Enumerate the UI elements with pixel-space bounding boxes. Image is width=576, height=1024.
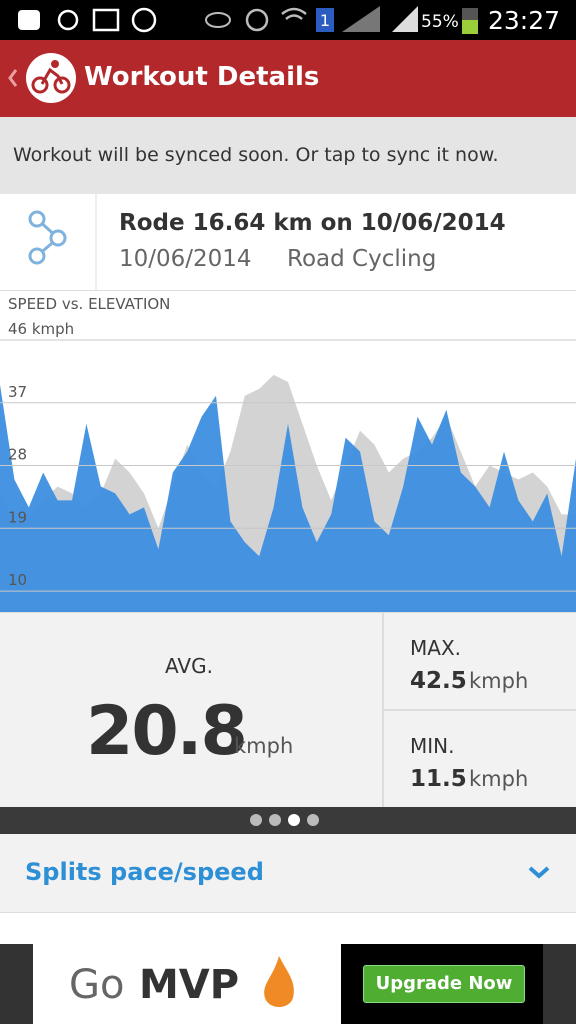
sync-banner[interactable]: Workout will be synced soon. Or tap to s… [0, 117, 576, 194]
route-node [28, 247, 46, 265]
y-tick-label: 28 [8, 446, 27, 464]
workout-summary: Rode 16.64 km on 10/06/2014 10/06/2014 R… [0, 194, 576, 291]
workout-date: 10/06/2014 [119, 246, 252, 272]
avg-label: AVG. [165, 654, 213, 678]
page-title: Workout Details [84, 62, 320, 92]
icon [18, 10, 40, 30]
icon-body [40, 67, 64, 85]
route-node [28, 210, 46, 228]
page-dot[interactable] [269, 814, 281, 826]
chart-title: SPEED vs. ELEVATION [8, 295, 170, 313]
icon [57, 9, 79, 31]
page-dot[interactable] [307, 814, 319, 826]
chevron [528, 866, 550, 879]
icon-wheel [53, 76, 71, 94]
splits-row[interactable]: Splits pace/speed [0, 834, 576, 913]
divider [384, 709, 576, 711]
splits-title: Splits pace/speed [25, 858, 264, 886]
battery-text: 55% [421, 12, 459, 32]
sim-badge [316, 8, 334, 32]
stats-panel: AVG. 20.8 kmph MAX. 42.5 kmph MIN. 11.5 … [0, 612, 576, 807]
avg-unit: kmph [234, 734, 294, 758]
icon [342, 6, 380, 32]
min-unit: kmph [469, 767, 529, 791]
back-arrow [8, 69, 18, 87]
clock: 23:27 [488, 6, 560, 35]
back-button[interactable] [0, 40, 80, 117]
min-value: 11.5 [410, 766, 467, 792]
upgrade-button[interactable]: Upgrade Now [363, 965, 525, 1003]
y-tick-label: 37 [8, 383, 27, 401]
ad-flame [264, 956, 294, 1007]
max-unit: kmph [469, 669, 529, 693]
y-tick-label: 19 [8, 508, 27, 526]
battery-level [462, 20, 478, 34]
divider [382, 612, 384, 807]
flame [264, 956, 294, 1007]
page-dot[interactable] [288, 814, 300, 826]
ad-cta-area: Upgrade Now [341, 944, 543, 1024]
workout-activity: Road Cycling [287, 246, 437, 272]
ad-logo-area: Go MVP [33, 944, 341, 1024]
page-indicator [0, 807, 576, 834]
app-icon [26, 53, 76, 103]
icon [281, 7, 307, 20]
icon [92, 8, 120, 32]
max-label: MAX. [410, 636, 461, 660]
icon [392, 6, 418, 32]
icon [205, 12, 231, 28]
chart: SPEED vs. ELEVATION 10 19 28 37 46 kmph [0, 295, 576, 612]
route-icon[interactable] [0, 194, 97, 290]
min-label: MIN. [410, 734, 455, 758]
ad-brand: MVP [139, 962, 240, 1008]
page-dot[interactable] [250, 814, 262, 826]
y-tick-label: 46 kmph [8, 320, 74, 338]
ad-banner[interactable]: Go MVP Upgrade Now [0, 944, 576, 1024]
icon-wheel [31, 76, 49, 94]
area [0, 384, 576, 612]
max-value: 42.5 [410, 668, 467, 694]
route-node [49, 229, 67, 247]
status-bar: 1 55% 23:27 [0, 0, 576, 40]
icon-head [51, 60, 59, 68]
y-tick-label: 10 [8, 571, 27, 589]
workout-title: Rode 16.64 km on 10/06/2014 [119, 210, 506, 236]
sim-label: 1 [320, 11, 330, 30]
icon [131, 7, 157, 33]
app-bar: Workout Details [0, 40, 576, 117]
expand-chevron [528, 866, 550, 879]
icon [245, 8, 269, 32]
avg-value: 20.8 [86, 692, 248, 771]
ad-brand: Go [69, 962, 125, 1008]
divider [0, 612, 576, 613]
sync-text: Workout will be synced soon. Or tap to s… [13, 144, 499, 166]
status-icons: 1 55% 23:27 [18, 6, 560, 35]
